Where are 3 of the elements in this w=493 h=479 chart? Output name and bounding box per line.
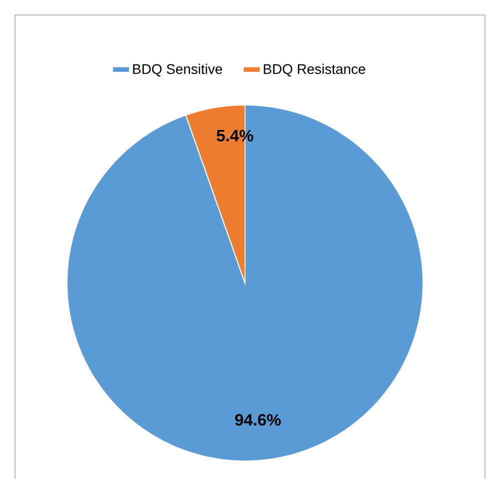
legend-label: BDQ Sensitive: [133, 64, 222, 77]
legend-label: BDQ Resistance: [264, 64, 366, 77]
data-label: 94.6%: [235, 414, 281, 426]
